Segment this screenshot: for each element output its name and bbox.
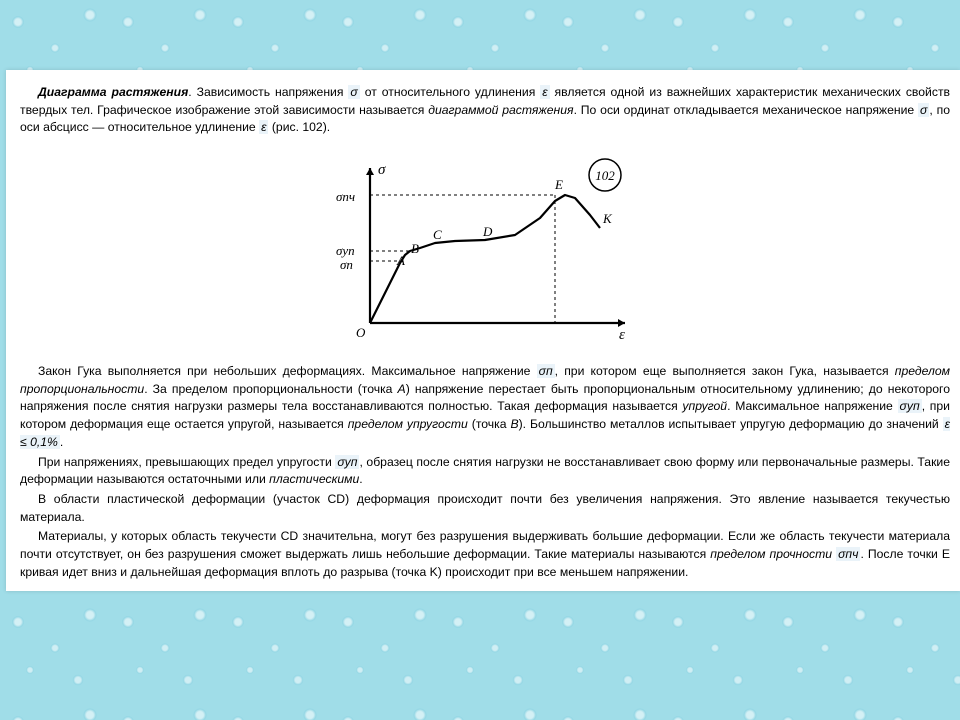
sigma-up-sym-2: σуп [335, 455, 359, 469]
term-diagram: диаграммой растяжения [428, 103, 573, 117]
term-strength-limit: пределом прочности [710, 547, 832, 561]
paragraph-2: Закон Гука выполняется при небольших деф… [20, 363, 950, 451]
svg-text:ε: ε [619, 327, 625, 343]
point-b: B [510, 417, 518, 431]
term-elastic-limit: пределом упругости [348, 417, 468, 431]
term-diagram-title: Диаграмма растяжения [38, 85, 188, 99]
p1-f: (рис. 102). [268, 120, 330, 134]
svg-text:B: B [411, 241, 419, 256]
sigma-p-sym: σп [537, 364, 555, 378]
paragraph-4: В области пластической деформации (участ… [20, 491, 950, 526]
svg-text:102: 102 [595, 168, 615, 183]
sigma-sym-2: σ [918, 103, 929, 117]
paragraph-1: Диаграмма растяжения. Зависимость напряж… [20, 84, 950, 137]
p1-b: от относительного удлинения [360, 85, 540, 99]
sigma-pch-sym: σпч [836, 547, 860, 561]
p4-text: В области пластической деформации (участ… [20, 492, 950, 524]
svg-text:K: K [602, 211, 613, 226]
svg-text:D: D [482, 224, 493, 239]
sigma-sym: σ [348, 85, 359, 99]
p2-c: . За пределом пропорциональности (точка [144, 382, 397, 396]
term-plastic: пластическими [269, 472, 359, 486]
paragraph-3: При напряжениях, превышающих предел упру… [20, 454, 950, 489]
p2-b: , при котором еще выполняется закон Гука… [555, 364, 895, 378]
p2-e: . Максимальное напряжение [727, 399, 897, 413]
sigma-up-sym: σуп [898, 399, 922, 413]
point-a: A [398, 382, 406, 396]
svg-text:σп: σп [340, 257, 353, 272]
p2-g: (точка [468, 417, 511, 431]
document-page: Диаграмма растяжения. Зависимость напряж… [6, 70, 960, 591]
term-elastic: упругой [682, 399, 727, 413]
svg-text:E: E [554, 177, 563, 192]
p3-a: При напряжениях, превышающих предел упру… [38, 455, 335, 469]
figure-102: 102 σ ε Oσпч σупσп ABC D E K [315, 143, 655, 353]
p2-h: ). Большинство металлов испытывает упруг… [519, 417, 943, 431]
svg-text:A: A [396, 253, 405, 268]
paragraph-5: Материалы, у которых область текучести C… [20, 528, 950, 581]
p1-a: . Зависимость напряжения [188, 85, 348, 99]
svg-text:σпч: σпч [336, 189, 355, 204]
svg-text:C: C [433, 227, 442, 242]
epsilon-sym: ε [540, 85, 549, 99]
svg-text:O: O [356, 325, 366, 340]
p2-i: . [60, 435, 63, 449]
p2-a: Закон Гука выполняется при небольших деф… [38, 364, 537, 378]
p1-d: . По оси ординат откладывается механичес… [574, 103, 918, 117]
p3-c: . [359, 472, 362, 486]
svg-text:σ: σ [378, 162, 386, 178]
svg-text:σуп: σуп [336, 243, 355, 258]
